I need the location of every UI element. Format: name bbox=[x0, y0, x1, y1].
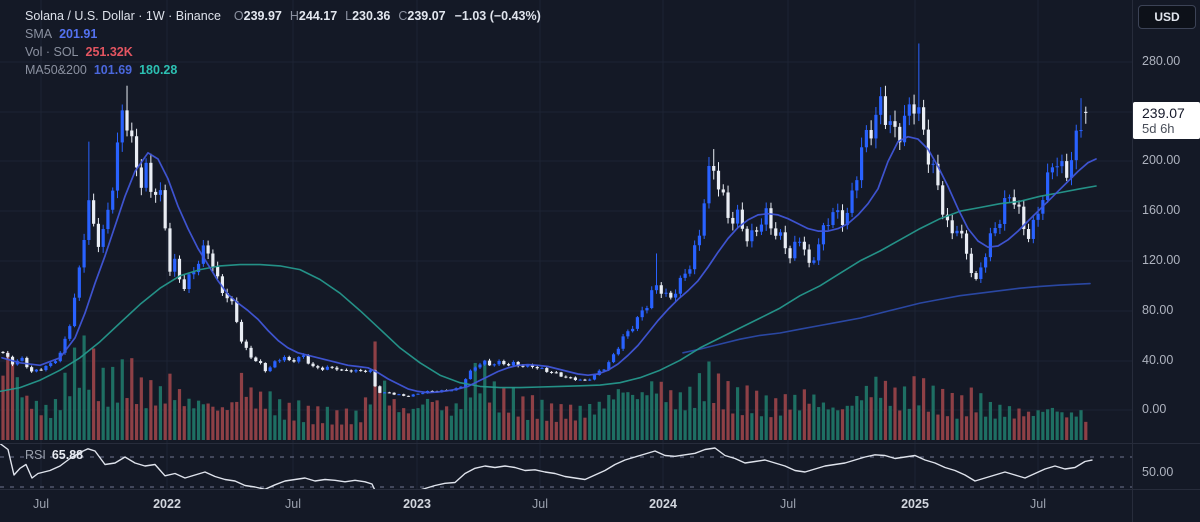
bar-countdown: 5d 6h bbox=[1142, 121, 1175, 136]
volume-value: 251.32K bbox=[85, 45, 133, 59]
price-tick-label: 0.00 bbox=[1142, 402, 1167, 416]
time-tick-label: Jul bbox=[1030, 497, 1046, 511]
current-price-label: 239.07 5d 6h bbox=[1133, 102, 1200, 139]
sma-value: 201.91 bbox=[59, 27, 98, 41]
time-tick-label: Jul bbox=[33, 497, 49, 511]
candlesticks bbox=[1, 43, 1088, 397]
rsi-label: RSI bbox=[25, 448, 46, 462]
price-change: −1.03 (−0.43%) bbox=[454, 9, 541, 23]
volume-label: Vol · SOL bbox=[25, 45, 79, 59]
time-tick-label: Jul bbox=[532, 497, 548, 511]
time-tick-label: Jul bbox=[780, 497, 796, 511]
time-tick-label: 2025 bbox=[901, 497, 929, 511]
ohlc-values: O239.97 H244.17 L230.36 C239.07 bbox=[234, 7, 446, 25]
time-tick-label: Jul bbox=[285, 497, 301, 511]
time-tick-label: 2024 bbox=[649, 497, 677, 511]
price-tick-label: 40.00 bbox=[1142, 353, 1174, 367]
ohlc-pair: C239.07 bbox=[398, 9, 446, 23]
price-tick-label: 160.00 bbox=[1142, 203, 1181, 217]
rsi-value: 65.88 bbox=[51, 448, 84, 462]
price-tick-label: 80.00 bbox=[1142, 303, 1174, 317]
rsi-legend[interactable]: RSI 65.88 bbox=[25, 448, 83, 462]
price-tick-label: 120.00 bbox=[1142, 253, 1181, 267]
time-axis[interactable]: Jul 2022 Jul 2023 Jul 2024 Jul 2025 Jul bbox=[0, 490, 1200, 522]
legend-ma-row[interactable]: MA50&200 101.69 180.28 bbox=[25, 61, 541, 79]
ohlc-pair: L230.36 bbox=[345, 9, 391, 23]
ma50-value: 101.69 bbox=[93, 63, 133, 77]
current-price: 239.07 bbox=[1142, 105, 1185, 121]
legend-sma-row[interactable]: SMA 201.91 bbox=[25, 25, 541, 43]
time-tick-label: 2023 bbox=[403, 497, 431, 511]
price-tick-label: 200.00 bbox=[1142, 153, 1181, 167]
volume-bars bbox=[1, 335, 1088, 441]
legend-symbol-row[interactable]: Solana / U.S. Dollar · 1W · Binance O239… bbox=[25, 7, 541, 25]
price-axis[interactable]: USD 239.07 5d 6h 280.00 200.00 160.00 120.0… bbox=[1133, 0, 1200, 490]
legend-volume-row[interactable]: Vol · SOL 251.32K bbox=[25, 43, 541, 61]
rsi-pane bbox=[0, 443, 1132, 489]
chart-legend: Solana / U.S. Dollar · 1W · Binance O239… bbox=[25, 7, 541, 79]
price-tick-label: 50.00 bbox=[1142, 465, 1174, 479]
time-tick-label: 2022 bbox=[153, 497, 181, 511]
ohlc-pair: H244.17 bbox=[289, 9, 338, 23]
price-tick-label: 280.00 bbox=[1142, 54, 1181, 68]
ohlc-pair: O239.97 bbox=[233, 9, 282, 23]
ma-label: MA50&200 bbox=[25, 63, 87, 77]
sma-label: SMA bbox=[25, 27, 53, 41]
ma200-value: 180.28 bbox=[139, 63, 178, 77]
symbol-title[interactable]: Solana / U.S. Dollar · 1W · Binance bbox=[25, 9, 221, 23]
currency-toggle-button[interactable]: USD bbox=[1138, 5, 1196, 29]
